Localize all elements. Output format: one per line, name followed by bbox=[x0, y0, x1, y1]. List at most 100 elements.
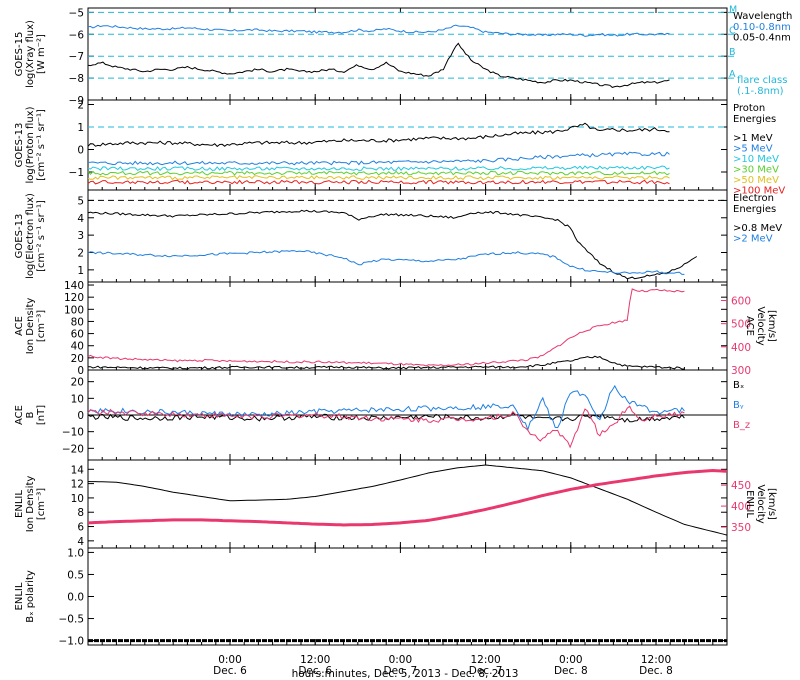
y-tick-label: 10 bbox=[71, 493, 84, 505]
y-tick-label: −1 bbox=[69, 167, 84, 179]
y-axis-label: GOES-13 log(Proton flux) [cm⁻² s⁻¹ sr⁻¹] bbox=[14, 106, 47, 183]
legend-entry: >100 MeV bbox=[733, 186, 785, 197]
y-axis-label-line: GOES-13 bbox=[14, 214, 25, 259]
series-ace_mag-0 bbox=[87, 412, 685, 423]
y-axis-label: ACE Ion Density [cm⁻³] bbox=[14, 298, 47, 355]
x-tick-label-date: Dec. 7 bbox=[384, 665, 418, 677]
y-axis-label-line: log(Proton flux) bbox=[25, 106, 36, 183]
y-axis-label-line: [cm⁻³] bbox=[36, 488, 47, 520]
right-axis-label-line: Velocity bbox=[755, 306, 766, 345]
y-axis-label: GOES-15 log(Xray flux) [W m⁻²] bbox=[14, 20, 47, 88]
panel-goes13_proton: −1 0 1 2 GOES-13 log(Proton flux) [cm⁻² s⁻¹ sr… bbox=[14, 99, 785, 197]
legend-entry: Bᵧ bbox=[733, 400, 744, 411]
legend-title: Wavelength bbox=[733, 11, 792, 22]
y-tick-label: 10 bbox=[71, 393, 84, 405]
series-goes13_electron-1 bbox=[87, 250, 685, 275]
y-tick-label: 2 bbox=[77, 247, 84, 259]
y-axis-label-line: GOES-15 bbox=[14, 32, 25, 77]
legend-note: (.1-.8nm) bbox=[737, 86, 784, 97]
panel-enlil_polarity: −1.0 −0.5 0.0 0.5 1.0 ENLIL Bₓ polarity bbox=[14, 547, 728, 648]
right-axis-label-line: ACE bbox=[744, 316, 755, 336]
legend-title: Electron bbox=[733, 193, 774, 204]
y-tick-label: 40 bbox=[71, 341, 84, 353]
series-goes15_xray-1 bbox=[87, 42, 670, 88]
panel-frame bbox=[87, 7, 728, 101]
y-axis-label-line: [cm⁻³] bbox=[36, 310, 47, 342]
y-axis-label-line: log(Xray flux) bbox=[25, 20, 36, 88]
right-axis-label-line: [km/s] bbox=[766, 488, 777, 520]
right-y-tick-label: 350 bbox=[731, 522, 751, 534]
x-tick-label-time: 0:00 bbox=[559, 654, 583, 666]
y-tick-label: 0.0 bbox=[67, 592, 84, 604]
legend-title: Proton bbox=[733, 103, 765, 114]
y-tick-label: −10 bbox=[62, 427, 84, 439]
legend-entry: >30 MeV bbox=[733, 165, 779, 176]
y-axis-label-line: GOES-13 bbox=[14, 123, 25, 168]
y-tick-label: 5 bbox=[77, 195, 84, 207]
flare-level-label: A bbox=[729, 69, 736, 80]
x-axis-label: hours:minutes, Dec. 5, 2013 - Dec. 8, 20… bbox=[292, 668, 519, 680]
x-tick-label-time: 12:00 bbox=[641, 654, 671, 666]
legend-entry: B_z bbox=[733, 420, 750, 431]
y-tick-label: 100 bbox=[64, 304, 84, 316]
legend-entry: >0.8 MeV bbox=[733, 223, 782, 234]
right-y-tick-label: 300 bbox=[731, 365, 751, 377]
y-tick-label: 1 bbox=[77, 122, 84, 134]
y-axis-label: ENLIL Bₓ polarity bbox=[14, 570, 36, 623]
y-tick-label: 4 bbox=[77, 536, 84, 548]
y-tick-label: 140 bbox=[64, 280, 84, 292]
y-axis-label-line: Bₓ polarity bbox=[25, 570, 36, 623]
series-ace_mag-1 bbox=[87, 384, 685, 432]
right-axis-label-line: ENLIL bbox=[744, 490, 755, 518]
y-tick-label: 60 bbox=[71, 329, 84, 341]
series-enlil_plasma-1 bbox=[87, 468, 728, 527]
right-y-tick-label: 400 bbox=[731, 501, 751, 513]
y-axis-label: ENLIL Ion Density [cm⁻³] bbox=[14, 476, 47, 533]
y-tick-label: 1.0 bbox=[67, 547, 84, 559]
legend-entry: >2 MeV bbox=[733, 234, 773, 245]
y-tick-label: 8 bbox=[77, 507, 84, 519]
y-tick-label: −9 bbox=[69, 95, 84, 107]
y-axis-label-line: [cm⁻² s⁻¹ sr⁻¹] bbox=[36, 200, 47, 272]
y-tick-label: 2 bbox=[77, 100, 84, 112]
series-goes13_proton-3 bbox=[87, 170, 670, 176]
panel-frame bbox=[87, 189, 728, 283]
legend-entry: Bₓ bbox=[733, 380, 744, 391]
y-axis-label: GOES-13 log(Electron flux) [cm⁻² s⁻¹ sr⁻¹] bbox=[14, 193, 47, 279]
right-y-tick-label: 400 bbox=[731, 342, 751, 354]
y-tick-label: 80 bbox=[71, 316, 84, 328]
x-tick-label-time: 12:00 bbox=[300, 654, 330, 666]
y-axis-label-line: ENLIL bbox=[14, 582, 25, 610]
series-ace_mag-2 bbox=[87, 405, 685, 449]
y-tick-label: 0.5 bbox=[67, 569, 84, 581]
y-tick-label: 0 bbox=[77, 365, 84, 377]
time-axis: hours:minutes, Dec. 5, 2013 - Dec. 8, 20… bbox=[213, 654, 673, 680]
y-tick-label: −20 bbox=[62, 443, 84, 455]
x-tick-label-date: Dec. 7 bbox=[469, 665, 503, 677]
legend-title: Energies bbox=[733, 114, 776, 125]
x-tick-label-date: Dec. 8 bbox=[639, 665, 673, 677]
x-tick-label-time: 0:00 bbox=[389, 654, 413, 666]
y-tick-label: 120 bbox=[64, 292, 84, 304]
flare-level-label: M bbox=[729, 4, 737, 15]
panel-goes15_xray: −9 −8 −7 −6 −5 GOES-15 log(Xray flux) [W m⁻²] MC… bbox=[14, 4, 792, 107]
series-ace_plasma-1 bbox=[87, 288, 685, 367]
series-goes13_proton-0 bbox=[87, 122, 670, 148]
panel-frame bbox=[87, 459, 728, 549]
y-tick-label: −8 bbox=[69, 73, 84, 85]
x-tick-label-time: 12:00 bbox=[470, 654, 500, 666]
x-tick-label-date: Dec. 6 bbox=[298, 665, 332, 677]
y-axis-label-line: ACE bbox=[14, 316, 25, 336]
y-tick-label: 4 bbox=[77, 213, 84, 225]
y-tick-label: −7 bbox=[69, 51, 84, 63]
series-goes15_xray-0 bbox=[87, 24, 670, 37]
right-y-tick-label: 450 bbox=[731, 480, 751, 492]
y-tick-label: 12 bbox=[71, 479, 84, 491]
y-axis-label-line: Ion Density bbox=[25, 476, 36, 533]
right-axis-label: ENLIL Velocity [km/s] bbox=[744, 484, 777, 523]
panel-frame bbox=[87, 99, 728, 191]
y-tick-label: −0.5 bbox=[59, 614, 85, 626]
panel-frame bbox=[87, 547, 728, 646]
